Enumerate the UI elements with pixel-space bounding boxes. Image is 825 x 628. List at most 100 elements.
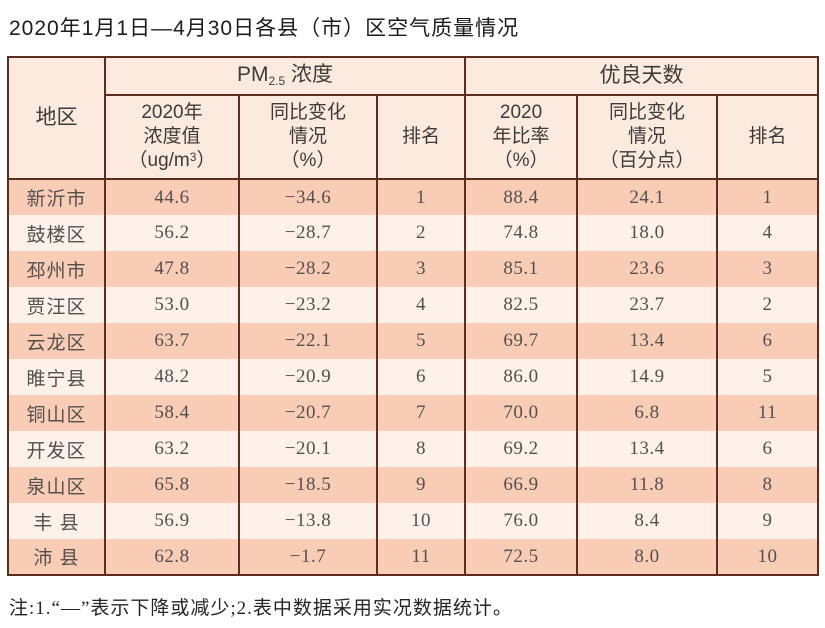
header-region: 地区 <box>7 56 106 180</box>
pm-change-cell: −18.5 <box>238 467 378 503</box>
good-rate-cell: 82.5 <box>464 287 579 323</box>
pm-change-cell: −20.9 <box>238 359 378 395</box>
pm25-label-suffix: 浓度 <box>285 63 334 87</box>
pm-rank-cell: 9 <box>375 467 467 503</box>
region-cell: 新沂市 <box>7 179 106 215</box>
footnote: 注:1.“—”表示下降或减少;2.表中数据采用实况数据统计。 <box>9 598 513 619</box>
table-row: 邳州市 47.8 −28.2 3 85.1 23.6 3 <box>7 251 820 287</box>
table-row: 丰 县 56.9 −13.8 10 76.0 8.4 9 <box>7 503 820 539</box>
good-rank-cell: 11 <box>716 395 820 431</box>
table-row: 睢宁县 48.2 −20.9 6 86.0 14.9 5 <box>7 359 820 395</box>
pm-value-cell: 44.6 <box>104 179 240 215</box>
pm-value-line2: 浓度值 <box>143 125 201 147</box>
pm-value-cell: 58.4 <box>104 395 240 431</box>
good-rate-cell: 69.7 <box>464 323 579 359</box>
good-rank-cell: 1 <box>716 179 820 215</box>
good-rank-cell: 10 <box>716 539 820 575</box>
pm-value-unit-prefix: （ug/m <box>128 150 190 172</box>
pm-rank-cell: 1 <box>375 179 467 215</box>
good-change-cell: 11.8 <box>576 467 719 503</box>
good-rate-cell: 72.5 <box>464 539 579 575</box>
header-good-rank: 排名 <box>716 94 820 180</box>
good-change-cell: 23.6 <box>576 251 719 287</box>
header-pm25-group: PM2.5 浓度 <box>103 56 467 96</box>
region-cell: 沛 县 <box>7 539 106 575</box>
table-row: 云龙区 63.7 −22.1 5 69.7 13.4 6 <box>7 323 820 359</box>
pm-value-cell: 63.2 <box>104 431 240 467</box>
good-rank-cell: 3 <box>716 251 820 287</box>
header-good-change: 同比变化 情况 （百分点） <box>576 94 719 180</box>
table-row: 新沂市 44.6 −34.6 1 88.4 24.1 1 <box>7 179 820 215</box>
good-rank-cell: 4 <box>716 215 820 251</box>
header-good-rate: 2020 年比率 （%） <box>464 94 579 180</box>
good-rate-cell: 70.0 <box>464 395 579 431</box>
header-pm-rank: 排名 <box>375 94 467 180</box>
pm25-label-prefix: PM <box>236 63 269 87</box>
table-row: 鼓楼区 56.2 −28.7 2 74.8 18.0 4 <box>7 215 820 251</box>
region-cell: 泉山区 <box>7 467 106 503</box>
pm-value-unit-superscript: 3 <box>189 150 197 165</box>
region-cell: 贾汪区 <box>7 287 106 323</box>
pm-change-cell: −13.8 <box>238 503 378 539</box>
pm-rank-cell: 7 <box>375 395 467 431</box>
region-cell: 铜山区 <box>7 395 106 431</box>
table-row: 铜山区 58.4 −20.7 7 70.0 6.8 11 <box>7 395 820 431</box>
pm-rank-cell: 6 <box>375 359 467 395</box>
region-cell: 云龙区 <box>7 323 106 359</box>
header-group-row: 地区 PM2.5 浓度 优良天数 <box>7 56 820 180</box>
region-cell: 邳州市 <box>7 251 106 287</box>
pm-value-line1: 2020年 <box>141 101 203 123</box>
pm-value-cell: 56.2 <box>104 215 240 251</box>
good-rank-cell: 5 <box>716 359 820 395</box>
region-cell: 鼓楼区 <box>7 215 106 251</box>
good-rank-cell: 2 <box>716 287 820 323</box>
pm-value-cell: 62.8 <box>104 539 240 575</box>
good-change-cell: 8.0 <box>576 539 719 575</box>
header-good-days-group: 优良天数 <box>464 56 820 96</box>
pm-value-cell: 63.7 <box>104 323 240 359</box>
good-rate-cell: 88.4 <box>464 179 579 215</box>
good-rate-cell: 74.8 <box>464 215 579 251</box>
pm-rank-cell: 2 <box>375 215 467 251</box>
good-rank-cell: 8 <box>716 467 820 503</box>
region-cell: 开发区 <box>7 431 106 467</box>
pm-change-cell: −28.2 <box>238 251 378 287</box>
pm-rank-cell: 5 <box>375 323 467 359</box>
pm-rank-cell: 4 <box>375 287 467 323</box>
good-change-cell: 14.9 <box>576 359 719 395</box>
pm-value-unit-suffix: ） <box>196 150 216 172</box>
pm-change-cell: −34.6 <box>238 179 378 215</box>
pm-change-cell: −28.7 <box>238 215 378 251</box>
good-rate-cell: 69.2 <box>464 431 579 467</box>
header-pm-value: 2020年 浓度值 （ug/m3） <box>104 94 240 180</box>
good-change-cell: 18.0 <box>576 215 719 251</box>
good-change-cell: 6.8 <box>576 395 719 431</box>
pm-value-cell: 48.2 <box>104 359 240 395</box>
table-row: 开发区 63.2 −20.1 8 69.2 13.4 6 <box>7 431 820 467</box>
region-cell: 睢宁县 <box>7 359 106 395</box>
pm-change-cell: −1.7 <box>238 539 378 575</box>
good-change-cell: 23.7 <box>576 287 719 323</box>
pm-rank-cell: 3 <box>375 251 467 287</box>
pm-change-cell: −22.1 <box>238 323 378 359</box>
pm-rank-cell: 10 <box>375 503 467 539</box>
pm-change-cell: −20.1 <box>238 431 378 467</box>
good-rate-cell: 85.1 <box>464 251 579 287</box>
header-pm-change: 同比变化 情况 （%） <box>238 94 378 180</box>
header-sub-row: 2020年 浓度值 （ug/m3） 同比变化 情况 （%） 排名 2020 年比率 … <box>8 94 820 180</box>
pm-rank-cell: 11 <box>375 539 467 575</box>
table-row: 泉山区 65.8 −18.5 9 66.9 11.8 8 <box>7 467 820 503</box>
good-change-cell: 13.4 <box>576 323 719 359</box>
air-quality-table: 地区 PM2.5 浓度 优良天数 2020年 浓度值 （ug/m3） 同比变化 情况… <box>7 56 820 576</box>
good-change-cell: 8.4 <box>576 503 719 539</box>
table-body: 新沂市 44.6 −34.6 1 88.4 24.1 1 鼓楼区 56.2 −2… <box>7 179 820 575</box>
good-rank-cell: 9 <box>716 503 820 539</box>
table-header: 地区 PM2.5 浓度 优良天数 2020年 浓度值 （ug/m3） 同比变化 情况… <box>7 56 820 180</box>
table-row: 沛 县 62.8 −1.7 11 72.5 8.0 10 <box>7 539 820 575</box>
pm-value-cell: 56.9 <box>104 503 240 539</box>
pm-change-cell: −20.7 <box>238 395 378 431</box>
good-rate-cell: 76.0 <box>464 503 579 539</box>
good-rank-cell: 6 <box>716 323 820 359</box>
pm-value-cell: 47.8 <box>104 251 240 287</box>
